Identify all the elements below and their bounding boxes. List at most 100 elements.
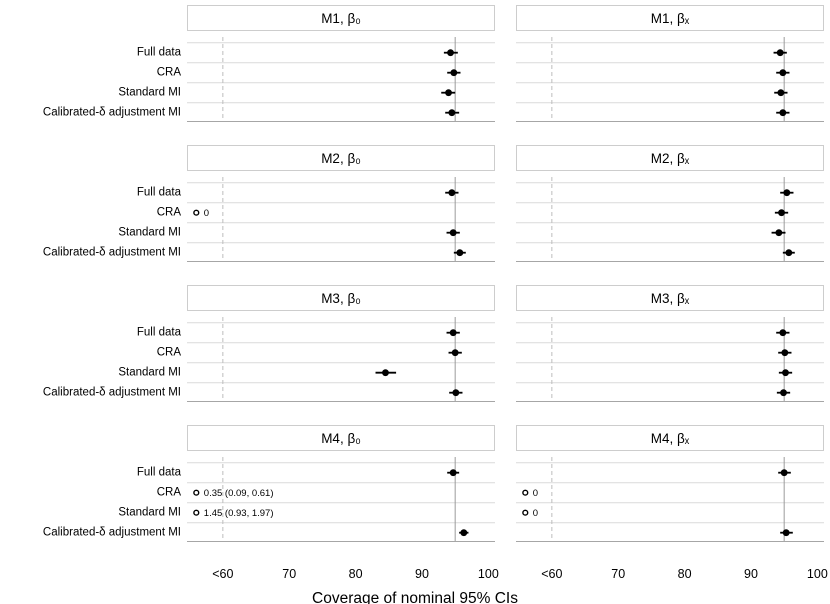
method-label: Full data [136, 45, 181, 58]
method-label: CRA [156, 345, 181, 358]
point-estimate [780, 469, 788, 477]
panel-row: Full data CRA Standard MI Calibrated-δ adju… [0, 285, 830, 402]
point-estimate [449, 329, 457, 337]
method-labels: Full data CRA Standard MI Calibrated-δ adju… [0, 145, 187, 262]
point-estimate [460, 529, 468, 537]
panel-strip [187, 425, 495, 451]
panel-title: M3, βₓ [651, 291, 690, 306]
truncated-point [193, 209, 200, 216]
point-estimate [448, 189, 456, 197]
panel-plot-area [187, 37, 495, 122]
panel-strip [187, 145, 495, 171]
point-estimate [775, 229, 783, 237]
panel-m3_bx: M3, βₓ [516, 285, 824, 402]
panel-plot-area: 0.35 (0.09, 0.61) 1.45 (0.93, 1.97) [187, 457, 495, 542]
panel-title: M3, β₀ [321, 291, 361, 306]
point-estimate [450, 69, 458, 77]
point-estimate [781, 349, 789, 357]
x-axis-ticks-row: <60 70 80 90 100 <60 70 80 90 100 [0, 565, 830, 583]
column-spacer [495, 285, 516, 402]
panel-m2_b0: M2, β₀ 0 [187, 145, 495, 262]
panel-grid: Full data CRA Standard MI Calibrated-δ adju… [0, 5, 830, 542]
panel-title: M2, β₀ [321, 151, 361, 166]
point-estimate [449, 469, 457, 477]
x-tick-label: 80 [677, 567, 692, 581]
truncated-annotation: 0 [204, 208, 209, 219]
x-tick-label: 90 [744, 567, 758, 581]
truncated-annotation: 0 [533, 488, 538, 499]
truncated-point [193, 509, 200, 516]
panel-strip [187, 285, 495, 311]
point-estimate [782, 529, 790, 537]
panel-title: M4, βₓ [651, 431, 690, 446]
x-tick-label: 100 [806, 567, 828, 581]
tick-cell: <60 70 80 90 100 [516, 565, 828, 583]
tick-cell: <60 70 80 90 100 [187, 565, 499, 583]
point-estimate [382, 369, 389, 377]
x-tick-label: 80 [348, 567, 363, 581]
panel-m2_bx: M2, βₓ [516, 145, 824, 262]
method-label: Calibrated-δ adjustment MI [42, 245, 181, 258]
panel-row: Full data CRA Standard MI Calibrated-δ adju… [0, 425, 830, 542]
method-label: CRA [156, 205, 181, 218]
panel-plot-area [516, 317, 824, 402]
truncated-point [193, 489, 200, 496]
panel-title: M1, βₓ [651, 11, 690, 26]
point-estimate [452, 389, 460, 397]
method-label: Calibrated-δ adjustment MI [42, 525, 181, 538]
point-estimate [451, 349, 459, 357]
panel-title: M1, β₀ [321, 11, 361, 26]
x-tick-label: 70 [282, 567, 297, 581]
x-axis-title: Coverage of nominal 95% CIs [312, 590, 518, 604]
column-spacer [495, 425, 516, 542]
x-tick-label: <60 [212, 567, 234, 581]
x-tick-label: <60 [541, 567, 563, 581]
panel-m4_bx: M4, βₓ 0 0 [516, 425, 824, 542]
panel-strip [516, 425, 824, 451]
panel-title: M2, βₓ [651, 151, 690, 166]
method-label: Full data [136, 325, 181, 338]
ticks-left-spacer [0, 565, 187, 583]
method-label: Full data [136, 465, 181, 478]
point-estimate [779, 109, 787, 117]
panel-strip [187, 5, 495, 31]
method-label: Standard MI [118, 225, 181, 238]
panel-plot-area: 0 [187, 177, 495, 262]
truncated-point [522, 489, 529, 496]
point-estimate [783, 189, 791, 197]
method-label: Standard MI [118, 85, 181, 98]
method-labels: Full data CRA Standard MI Calibrated-δ adju… [0, 285, 187, 402]
point-estimate [447, 49, 454, 57]
method-label: CRA [156, 485, 181, 498]
truncated-annotation: 1.45 (0.93, 1.97) [204, 508, 274, 519]
panel-m1_b0: M1, β₀ [187, 5, 495, 122]
panel-plot-area [516, 177, 824, 262]
point-estimate [778, 209, 785, 217]
panel-plot-area [187, 317, 495, 402]
method-label: Calibrated-δ adjustment MI [42, 385, 181, 398]
point-estimate [456, 249, 464, 257]
panel-row: Full data CRA Standard MI Calibrated-δ adju… [0, 5, 830, 122]
point-estimate [782, 369, 789, 377]
point-estimate [780, 389, 787, 397]
method-labels: Full data CRA Standard MI Calibrated-δ adju… [0, 5, 187, 122]
column-spacer [495, 145, 516, 262]
truncated-annotation: 0 [533, 508, 538, 519]
panel-title: M4, β₀ [321, 431, 361, 446]
truncated-point [522, 509, 529, 516]
point-estimate [448, 109, 456, 117]
x-tick-label: 70 [611, 567, 626, 581]
point-estimate [777, 89, 785, 97]
point-estimate [445, 89, 452, 97]
panel-m3_b0: M3, β₀ [187, 285, 495, 402]
point-estimate [779, 69, 787, 77]
panel-plot-area [516, 37, 824, 122]
x-tick-label: 90 [415, 567, 429, 581]
panel-m1_bx: M1, βₓ [516, 5, 824, 122]
method-label: Calibrated-δ adjustment MI [42, 105, 181, 118]
method-labels: Full data CRA Standard MI Calibrated-δ adju… [0, 425, 187, 542]
panel-strip [516, 5, 824, 31]
panel-strip [516, 145, 824, 171]
panel-strip [516, 285, 824, 311]
